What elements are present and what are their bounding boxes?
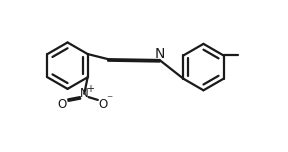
Text: N: N: [155, 47, 165, 61]
Text: ⁻: ⁻: [106, 93, 112, 106]
Text: N: N: [80, 87, 89, 100]
Text: O: O: [98, 98, 107, 111]
Text: O: O: [57, 98, 66, 111]
Text: +: +: [86, 84, 94, 94]
